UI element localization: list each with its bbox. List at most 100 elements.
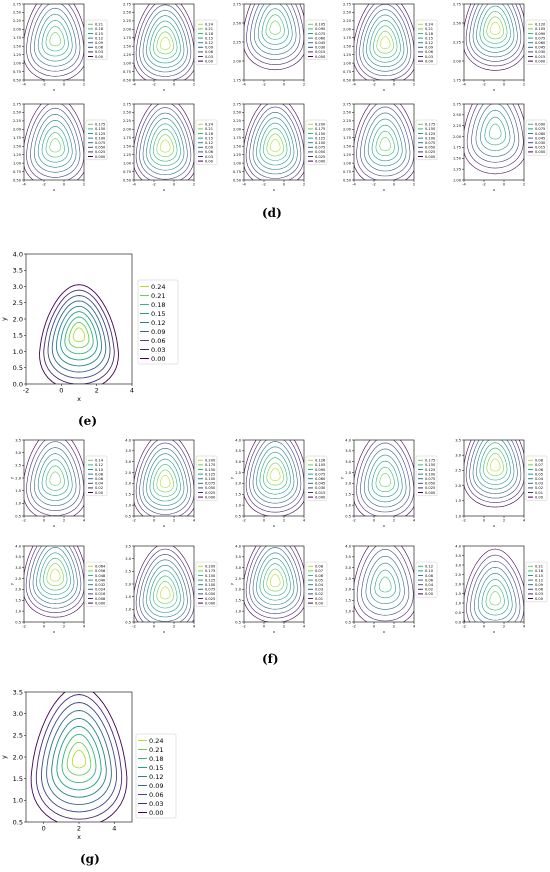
legend-label: 0.075 <box>205 588 215 592</box>
y-tick-label: 0.50 <box>343 178 352 182</box>
x-axis-label: x <box>163 630 166 634</box>
y-tick-label: 2.00 <box>453 135 462 139</box>
y-tick-label: 3.0 <box>13 710 23 718</box>
contour-legend: 0.2000.1750.1500.1250.1000.0750.0500.025… <box>305 119 328 165</box>
x-tick-label: 0 <box>59 387 63 395</box>
x-tick-label: 0 <box>483 625 486 629</box>
contour-lines <box>39 284 119 384</box>
legend-frame <box>85 119 108 161</box>
y-tick-label: 0.50 <box>233 178 242 182</box>
contour-legend: 0.120.100.080.060.040.020.00 <box>415 561 438 598</box>
legend-frame <box>305 455 328 501</box>
grid-d-svg-2: 1.75 2.00 2.25 2.50 2.75 -4 -2 0 2 0.1050.0900.07… <box>233 2 328 87</box>
contour-line-7 <box>49 471 61 486</box>
legend-label: 0.18 <box>205 32 214 36</box>
contour-line-6 <box>64 316 94 355</box>
y-tick-label: 1.0 <box>13 348 23 356</box>
legend-label: 0.050 <box>205 592 216 596</box>
legend-label: 0.015 <box>315 491 325 495</box>
contour-line-2 <box>29 546 82 609</box>
contour-line-8 <box>269 139 281 152</box>
y-tick-label: 2.75 <box>123 102 131 106</box>
contour-line-7 <box>49 138 61 153</box>
grid-d-subplot-7: 0.50 0.75 1.00 1.25 1.50 1.75 2.00 2.25 2.50 2.75… <box>220 100 330 192</box>
legend-frame <box>415 455 438 497</box>
contour-legend: 0.0640.0560.0480.0400.0320.0240.0160.008… <box>85 561 108 607</box>
y-tick-label: 0.75 <box>13 70 21 74</box>
legend-label: 0.21 <box>151 292 165 300</box>
contour-line-0 <box>354 4 414 80</box>
legend-label: 0.21 <box>95 23 103 27</box>
x-axis-label: x <box>383 524 386 528</box>
contour-line-7 <box>266 462 284 486</box>
legend-label: 0.024 <box>95 588 106 592</box>
x-tick-label: -2 <box>23 387 29 395</box>
legend-label: 0.000 <box>315 159 326 163</box>
contour-legend: 0.080.070.060.050.040.030.020.010.00 <box>305 561 328 607</box>
y-tick-label: 4.0 <box>345 544 351 548</box>
legend-label: 0.050 <box>205 486 216 490</box>
legend-label: 0.06 <box>315 574 324 578</box>
y-tick-label: 1.00 <box>123 61 132 65</box>
y-tick-label: 1.5 <box>345 599 351 603</box>
y-tick-label: 2.5 <box>345 577 351 581</box>
contour-line-6 <box>42 557 68 591</box>
contour-line-2 <box>139 554 192 622</box>
contour-legend: 0.2000.1750.1500.1250.1000.0750.0500.025… <box>195 455 218 501</box>
legend-frame <box>305 19 328 61</box>
contour-line-3 <box>142 447 188 511</box>
y-tick-label: 3.0 <box>15 566 21 570</box>
x-tick-label: 0 <box>173 83 176 87</box>
contour-line-2 <box>359 4 412 77</box>
contour-line-0 <box>24 546 84 618</box>
legend-label: 0.000 <box>205 495 216 499</box>
x-tick-label: -4 <box>352 83 356 87</box>
contour-line-3 <box>475 104 515 157</box>
x-tick-label: 4 <box>193 625 196 629</box>
y-tick-label: 1.5 <box>345 493 351 497</box>
x-tick-label: -2 <box>482 83 486 87</box>
y-tick-label: 1.25 <box>233 153 241 157</box>
y-tick-label: 3.5 <box>345 555 351 559</box>
legend-label: 0.000 <box>535 150 546 154</box>
x-tick-label: -4 <box>242 83 246 87</box>
legend-frame <box>525 561 548 603</box>
x-axis-label: x <box>77 395 81 403</box>
contour-line-5 <box>41 459 69 496</box>
legend-label: 0.03 <box>535 592 543 596</box>
legend-label: 0.06 <box>425 50 434 54</box>
contour-line-3 <box>33 113 77 173</box>
y-tick-label: 2.5 <box>15 577 21 581</box>
legend-label: 0.064 <box>95 565 106 569</box>
contour-line-8 <box>489 21 501 35</box>
x-axis-label: x <box>493 630 496 634</box>
y-tick-label: 2.0 <box>13 315 23 323</box>
y-tick-label: 4.0 <box>15 544 21 548</box>
grid-f-svg-2: 0.5 1.0 1.5 2.0 2.5 3.0 3.5 4.0 -2 0 2 4 x y 0.1260.10… <box>230 438 328 528</box>
y-tick-label: 3.5 <box>15 438 21 442</box>
contour-line-2 <box>47 295 111 379</box>
x-tick-label: -2 <box>372 83 376 87</box>
x-axis-label: x <box>383 88 386 92</box>
legend-label: 0.12 <box>425 565 433 569</box>
legend-label: 0.025 <box>425 150 435 154</box>
legend-label: 0.105 <box>535 27 545 31</box>
grid-d-subplot-2: 1.75 2.00 2.25 2.50 2.75 -4 -2 0 2 0.105 0.090 0.07… <box>220 0 330 92</box>
contour-line-3 <box>363 448 407 508</box>
contour-line-2 <box>139 107 192 180</box>
grid-f-svg-7: 0.51.01.52.02.53.03.54.0-2 0 2 4xy0.080.070… <box>230 544 328 634</box>
legend-label: 0.090 <box>315 27 326 31</box>
contour-line-7 <box>156 134 174 158</box>
contour-line-5 <box>259 557 291 601</box>
x-tick-label: 2 <box>283 625 285 629</box>
legend-label: 0.18 <box>205 132 214 136</box>
x-tick-label: -2 <box>262 183 266 187</box>
grid-d-svg-5: 0.50 0.75 1.00 1.25 1.50 1.75 2.00 2.25 2.50 2.75… <box>13 102 108 192</box>
contour-line-5 <box>371 460 399 498</box>
y-tick-label: 4.0 <box>13 250 23 258</box>
legend-label: 0.07 <box>535 463 543 467</box>
legend-label: 0.125 <box>95 132 105 136</box>
x-tick-label: -4 <box>462 83 466 87</box>
y-tick-label: 2.0 <box>235 482 241 486</box>
y-axis-label: y <box>0 755 8 759</box>
